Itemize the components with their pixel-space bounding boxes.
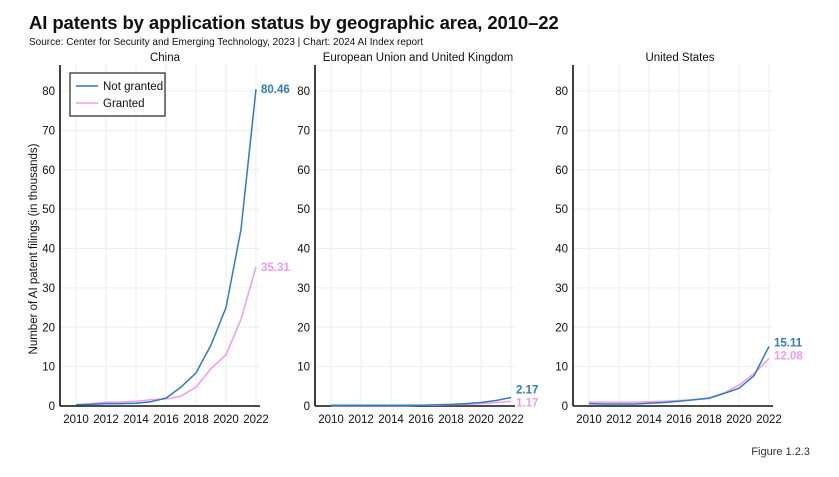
y-axis-label: Number of AI patent filings (in thousand… [28, 143, 40, 354]
series-line-not-granted [75, 89, 257, 406]
x-tick-label: 2020 [468, 414, 494, 426]
y-tick-label: 70 [555, 125, 568, 137]
y-tick-label: 10 [42, 362, 55, 374]
x-tick-label: 2018 [696, 414, 722, 426]
y-tick-label: 30 [42, 283, 55, 295]
chart-panel-2: United States 0 10 20 30 40 50 60 70 80 2010 2012 20… [555, 52, 803, 426]
y-tick-label: 70 [42, 125, 55, 137]
y-tick-label: 20 [297, 322, 310, 334]
x-tick-label: 2012 [93, 414, 119, 426]
y-tick-label: 0 [304, 401, 310, 413]
legend-label-granted: Granted [103, 98, 145, 110]
x-tick-label: 2014 [636, 414, 662, 426]
x-tick-label: 2018 [438, 414, 464, 426]
panel-title: European Union and United Kingdom [323, 52, 514, 64]
y-tick-label: 50 [555, 204, 568, 216]
y-tick-label: 50 [297, 204, 310, 216]
x-tick-label: 2010 [318, 414, 344, 426]
y-tick-label: 30 [297, 283, 310, 295]
legend-label-not-granted: Not granted [103, 81, 163, 93]
y-tick-label: 40 [42, 244, 55, 256]
legend: Not granted Granted [69, 72, 166, 117]
chart-panel-0: China 0 10 20 30 40 50 60 70 80 2010 2012 2014 2016 20… [42, 52, 290, 426]
end-label-granted: 35.31 [261, 262, 290, 274]
end-label-not-granted: 2.17 [516, 384, 538, 396]
panel-title: China [150, 52, 181, 64]
x-tick-label: 2016 [408, 414, 434, 426]
x-tick-label: 2022 [756, 414, 782, 426]
end-label-not-granted: 15.11 [774, 337, 803, 349]
end-label-not-granted: 80.46 [261, 84, 290, 96]
x-tick-label: 2020 [726, 414, 752, 426]
y-tick-label: 80 [555, 86, 568, 98]
legend-box [69, 72, 166, 117]
x-tick-label: 2010 [63, 414, 89, 426]
x-tick-label: 2014 [123, 414, 149, 426]
chart-title: AI patents by application status by geog… [29, 12, 559, 33]
x-tick-label: 2020 [213, 414, 239, 426]
y-tick-label: 60 [42, 165, 55, 177]
x-tick-label: 2014 [378, 414, 404, 426]
y-tick-label: 0 [562, 401, 568, 413]
y-tick-label: 70 [297, 125, 310, 137]
series-line-granted [589, 357, 770, 403]
y-tick-label: 0 [49, 401, 55, 413]
chart-source: Source: Center for Security and Emerging… [29, 37, 424, 48]
chart-panel-1: European Union and United Kingdom 0 10 20 30… [297, 52, 538, 426]
end-label-granted: 12.08 [774, 350, 803, 362]
x-tick-label: 2018 [183, 414, 209, 426]
y-tick-label: 30 [555, 283, 568, 295]
x-tick-label: 2022 [498, 414, 524, 426]
x-tick-label: 2016 [153, 414, 179, 426]
series-line-not-granted [331, 396, 512, 406]
x-tick-label: 2022 [243, 414, 269, 426]
panel-title: United States [645, 52, 714, 64]
y-tick-label: 50 [42, 204, 55, 216]
y-tick-label: 10 [297, 362, 310, 374]
figure-label: Figure 1.2.3 [751, 446, 810, 458]
x-tick-label: 2016 [666, 414, 692, 426]
y-tick-label: 20 [555, 322, 568, 334]
y-tick-label: 80 [42, 86, 55, 98]
x-tick-label: 2010 [576, 414, 602, 426]
x-tick-label: 2012 [606, 414, 632, 426]
series-line-granted [75, 266, 257, 406]
y-tick-label: 20 [42, 322, 55, 334]
x-tick-label: 2012 [348, 414, 374, 426]
end-label-granted: 1.17 [516, 397, 538, 409]
y-tick-label: 40 [297, 244, 310, 256]
y-tick-label: 80 [297, 86, 310, 98]
y-tick-label: 60 [297, 165, 310, 177]
y-tick-label: 60 [555, 165, 568, 177]
series-line-not-granted [588, 346, 770, 405]
y-tick-label: 40 [555, 244, 568, 256]
y-tick-label: 10 [555, 362, 568, 374]
